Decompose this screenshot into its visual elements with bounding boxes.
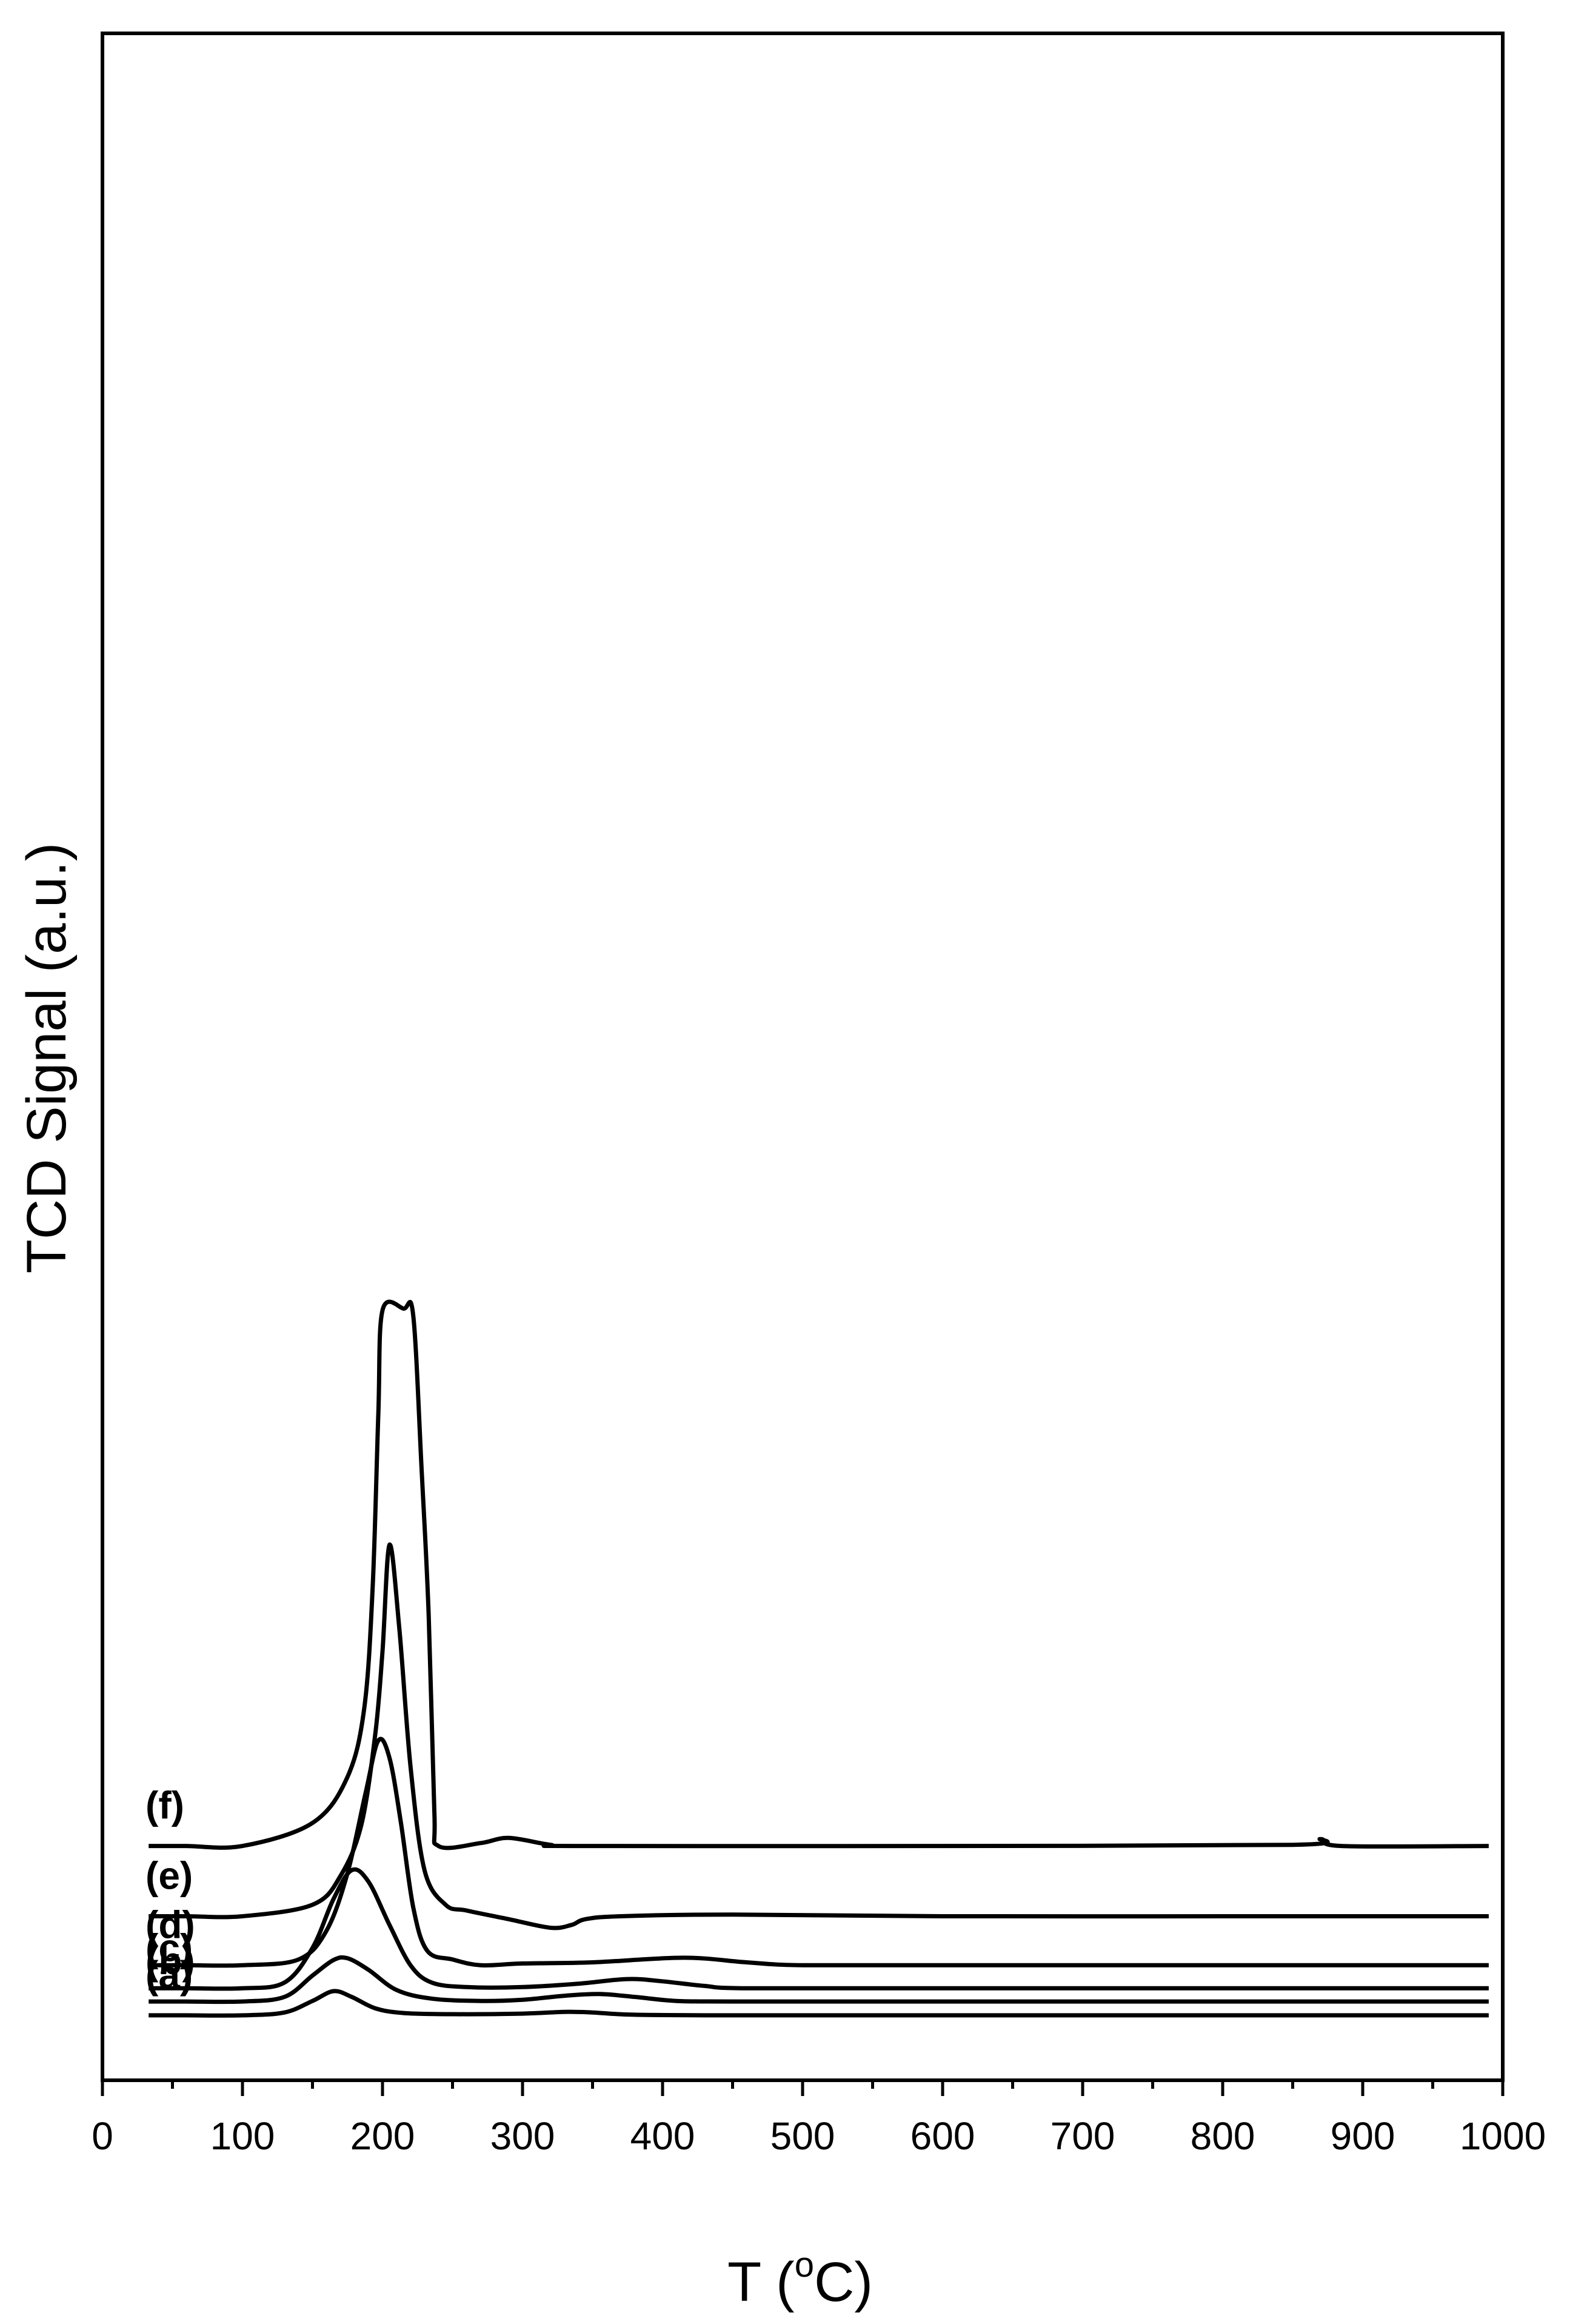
x-tick-label: 100 (210, 2114, 275, 2158)
series-labels: (a)(b)(c)(d) (e) (f) (145, 1784, 195, 1997)
x-axis-label: T (oC) (727, 2245, 873, 2313)
series-label: (d) (145, 1903, 195, 1946)
series-line (149, 1542, 1489, 1931)
y-axis-label: TCD Signal (a.u.) (16, 843, 78, 1274)
series-curves (149, 1299, 1489, 2018)
x-axis-tick-labels: 0 100 200 300 400 500 600 700 800 900 1000 (92, 2114, 1546, 2158)
x-tick-label: 400 (630, 2114, 695, 2158)
series-line (149, 1955, 1489, 2004)
x-tick-label: 600 (910, 2114, 975, 2158)
series-line (149, 1299, 1489, 1850)
x-tick-label: 900 (1331, 2114, 1395, 2158)
series-line (149, 1736, 1489, 1968)
series-label: (e) (145, 1854, 193, 1898)
series-label: (b) (145, 1939, 195, 1983)
series-line (149, 1989, 1489, 2018)
series-label: (c) (145, 1926, 193, 1969)
x-tick-label: 200 (350, 2114, 415, 2158)
x-tick-label: 0 (92, 2114, 113, 2158)
series-label: (f) (145, 1784, 184, 1827)
x-tick-label: 300 (490, 2114, 555, 2158)
series-label: (a) (145, 1953, 193, 1997)
x-tick-label: 1000 (1460, 2114, 1546, 2158)
x-tick-label: 500 (770, 2114, 835, 2158)
plot-frame (101, 32, 1505, 2082)
x-tick-label: 700 (1051, 2114, 1115, 2158)
x-tick-label: 800 (1191, 2114, 1255, 2158)
